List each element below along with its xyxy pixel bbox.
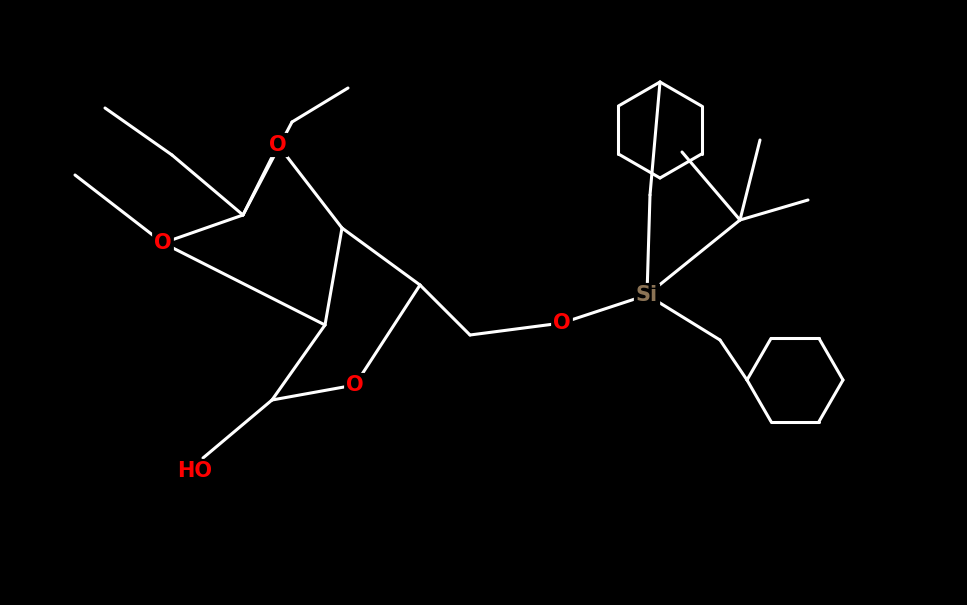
Text: O: O [553, 313, 571, 333]
Text: Si: Si [636, 285, 659, 305]
Text: O: O [154, 233, 172, 253]
Text: O: O [346, 375, 364, 395]
Text: HO: HO [178, 461, 213, 481]
Text: O: O [269, 135, 287, 155]
